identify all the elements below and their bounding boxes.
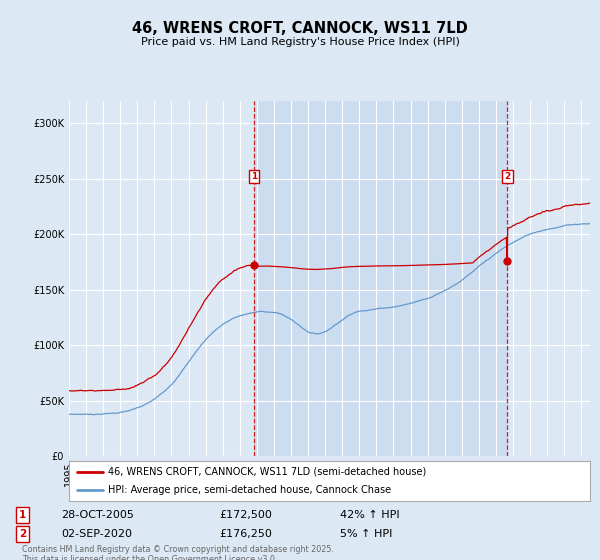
Text: 02-SEP-2020: 02-SEP-2020: [61, 529, 132, 539]
Text: HPI: Average price, semi-detached house, Cannock Chase: HPI: Average price, semi-detached house,…: [108, 486, 391, 495]
Text: Contains HM Land Registry data © Crown copyright and database right 2025.
This d: Contains HM Land Registry data © Crown c…: [22, 545, 334, 560]
Text: 1: 1: [251, 172, 257, 181]
Text: 46, WRENS CROFT, CANNOCK, WS11 7LD (semi-detached house): 46, WRENS CROFT, CANNOCK, WS11 7LD (semi…: [108, 467, 427, 477]
Text: 46, WRENS CROFT, CANNOCK, WS11 7LD: 46, WRENS CROFT, CANNOCK, WS11 7LD: [132, 21, 468, 36]
Text: £172,500: £172,500: [220, 510, 272, 520]
Bar: [254, 101, 508, 456]
Text: 5% ↑ HPI: 5% ↑ HPI: [340, 529, 392, 539]
Text: £176,250: £176,250: [220, 529, 272, 539]
Text: 42% ↑ HPI: 42% ↑ HPI: [340, 510, 400, 520]
Text: Price paid vs. HM Land Registry's House Price Index (HPI): Price paid vs. HM Land Registry's House …: [140, 37, 460, 47]
Text: 1: 1: [19, 510, 26, 520]
Text: 2: 2: [19, 529, 26, 539]
Text: 28-OCT-2005: 28-OCT-2005: [61, 510, 134, 520]
Text: 2: 2: [504, 172, 511, 181]
